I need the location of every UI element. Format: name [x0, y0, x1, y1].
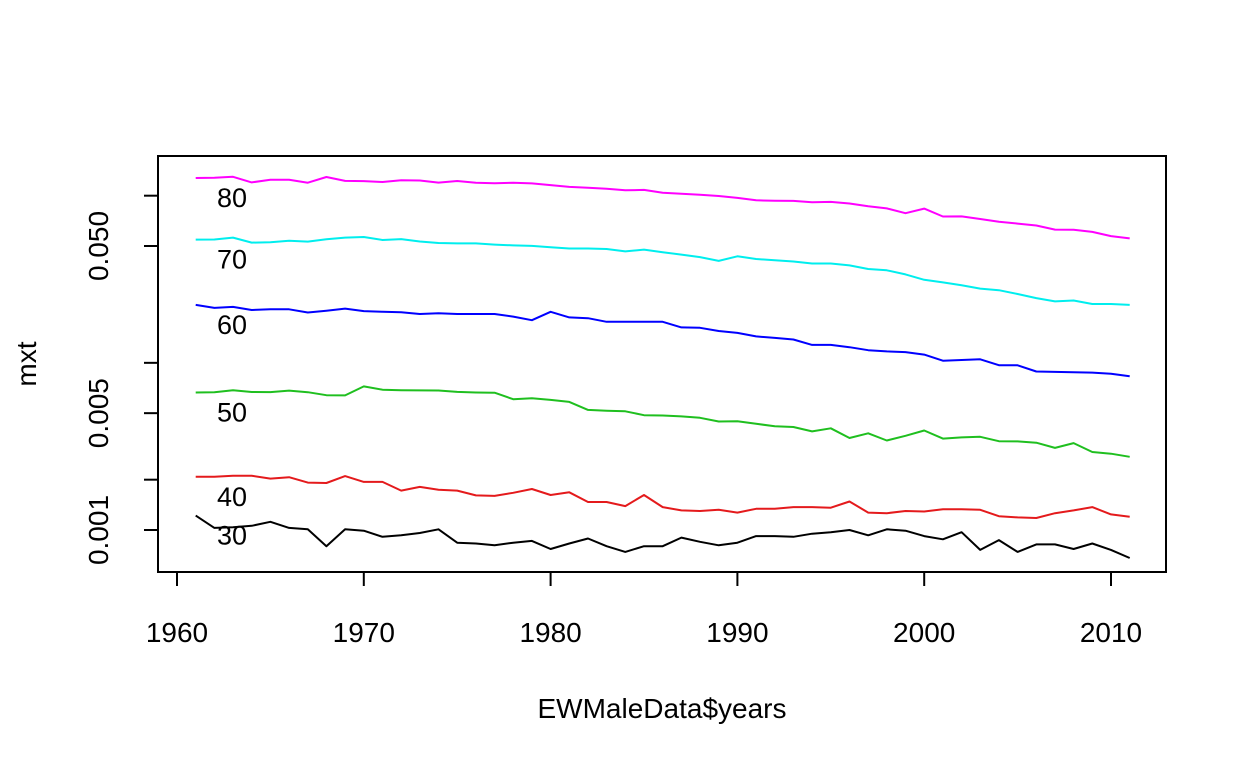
y-tick-label: 0.001 [83, 495, 114, 565]
series-label-40: 40 [217, 482, 247, 512]
x-axis-label: EWMaleData$years [538, 693, 787, 724]
series-label-60: 60 [217, 310, 247, 340]
x-tick-label: 1980 [519, 617, 581, 648]
y-tick-label: 0.050 [83, 211, 114, 281]
series-line-40 [195, 474, 1130, 519]
series-line-70 [195, 236, 1130, 306]
y-axis-label: mxt [11, 341, 42, 386]
series-line-80 [195, 175, 1130, 240]
x-tick-label: 1970 [333, 617, 395, 648]
series-line-30 [195, 514, 1131, 559]
x-tick-label: 1990 [706, 617, 768, 648]
plot-frame [157, 155, 1167, 573]
series-lines [195, 175, 1131, 559]
series-labels: 30 40 50 60 70 80 [217, 183, 247, 551]
x-tick-label: 2000 [893, 617, 955, 648]
series-label-80: 80 [217, 183, 247, 213]
x-axis: 1960 1970 1980 1990 2000 2010 [146, 571, 1142, 648]
series-line-50 [195, 385, 1130, 458]
x-tick-label: 2010 [1080, 617, 1142, 648]
series-line-60 [195, 303, 1130, 378]
y-axis: 0.001 0.005 0.050 [83, 194, 159, 565]
series-label-50: 50 [217, 397, 247, 427]
y-tick-label: 0.005 [83, 378, 114, 448]
x-tick-label: 1960 [146, 617, 208, 648]
series-label-70: 70 [217, 245, 247, 275]
series-label-30: 30 [217, 521, 247, 551]
